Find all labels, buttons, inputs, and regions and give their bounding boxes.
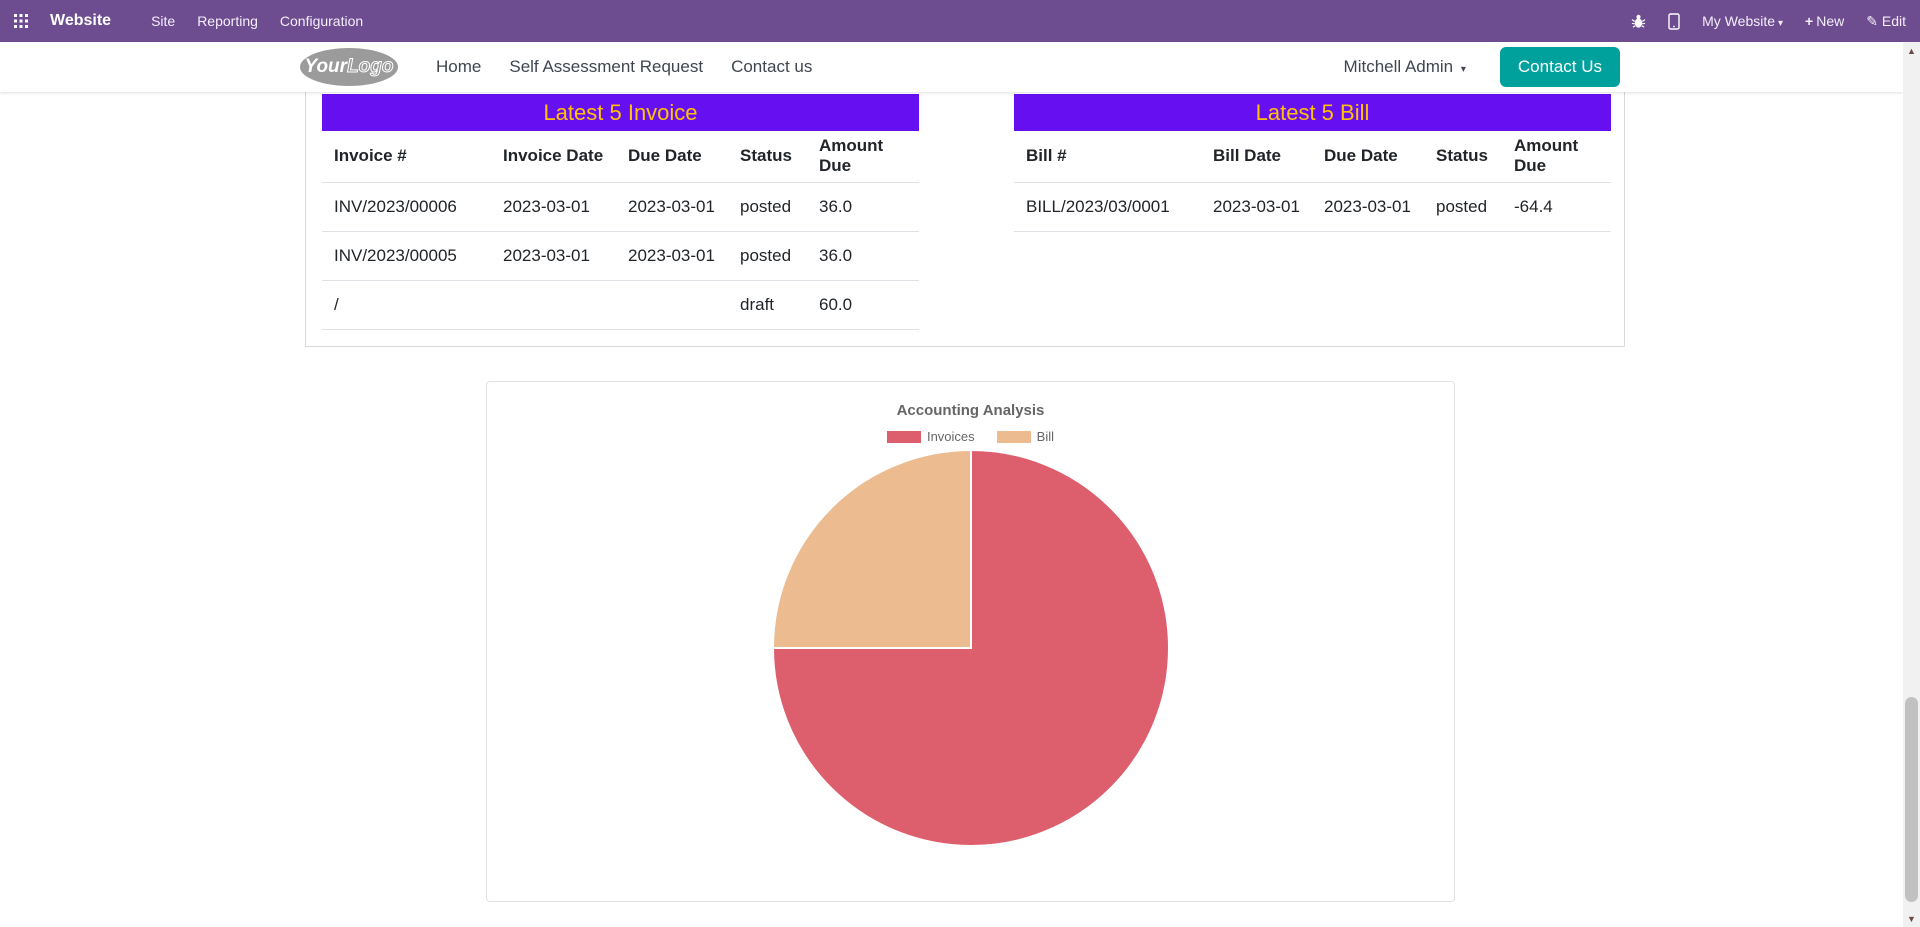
nav-home[interactable]: Home <box>436 57 482 76</box>
legend-item-bill[interactable]: Bill <box>996 429 1054 444</box>
table-cell: / <box>334 294 339 314</box>
latest-bill-table-section: Latest 5 Bill Bill # Bill Date Due Date Sta… <box>1014 94 1611 330</box>
invoice-table-title: Latest 5 Invoice <box>322 94 919 131</box>
column-header: Status <box>1436 146 1488 166</box>
menu-reporting[interactable]: Reporting <box>197 13 258 29</box>
table-cell: 2023-03-01 <box>1213 196 1300 216</box>
table-cell: 2023-03-01 <box>628 245 715 265</box>
accounting-analysis-card: Accounting Analysis Invoices Bill <box>486 381 1455 902</box>
scroll-down-arrow[interactable]: ▼ <box>1907 913 1916 924</box>
table-cell: -64.4 <box>1514 196 1553 216</box>
table-row: / draft 60.0 <box>322 280 919 329</box>
plus-icon: + <box>1805 13 1814 29</box>
bill-table-header-row: Bill # Bill Date Due Date Status Amount Due <box>1014 131 1611 182</box>
nav-contact-us[interactable]: Contact us <box>731 57 813 76</box>
contact-us-button[interactable]: Contact Us <box>1499 47 1620 87</box>
invoice-table-header-row: Invoice # Invoice Date Due Date Status Amoun… <box>322 131 919 182</box>
table-cell <box>491 280 616 329</box>
chart-title: Accounting Analysis <box>896 402 1045 419</box>
backend-topbar: Website Site Reporting Configuration My … <box>0 0 1920 42</box>
latest-records-card: Latest 5 Invoice Invoice # Invoice Date Du… <box>305 75 1625 347</box>
table-cell: 36.0 <box>819 245 853 265</box>
latest-invoice-table-section: Latest 5 Invoice Invoice # Invoice Date Du… <box>322 94 919 330</box>
menu-site[interactable]: Site <box>151 13 176 29</box>
new-button[interactable]: + New <box>1805 13 1845 29</box>
scrollbar-thumb[interactable] <box>1905 697 1918 902</box>
column-header: Status <box>740 146 792 166</box>
debug-bug-icon[interactable] <box>1631 14 1646 29</box>
pie-slice-bill[interactable] <box>771 448 972 649</box>
pencil-icon: ✎ <box>1866 12 1882 29</box>
chevron-down-icon: ▾ <box>1778 18 1784 29</box>
column-header: Bill # <box>1026 146 1067 166</box>
pie-slice-invoices[interactable] <box>771 448 1170 847</box>
website-header: Your Logo Home Self Assessment Request Co… <box>0 42 1903 92</box>
column-header: Bill Date <box>1213 146 1282 166</box>
column-header: Invoice # <box>334 146 407 166</box>
user-name: Mitchell Admin <box>1343 57 1454 76</box>
column-header: Due Date <box>1324 146 1398 166</box>
table-cell <box>616 280 728 329</box>
chart-legend: Invoices Bill <box>487 429 1454 444</box>
invoice-table: Invoice # Invoice Date Due Date Status Amoun… <box>322 131 919 330</box>
site-logo[interactable]: Your Logo <box>300 48 398 86</box>
table-cell: 60.0 <box>819 294 853 314</box>
table-cell: 2023-03-01 <box>503 245 590 265</box>
column-header: Invoice Date <box>503 146 604 166</box>
website-switcher-dropdown[interactable]: My Website ▾ <box>1702 13 1783 29</box>
logo-text-outline: Logo <box>347 56 394 78</box>
table-cell: posted <box>1436 196 1488 216</box>
site-nav: Home Self Assessment Request Contact us <box>436 57 812 77</box>
vertical-scrollbar[interactable]: ▲ ▼ <box>1903 42 1920 927</box>
table-row: INV/2023/00006 2023-03-01 2023-03-01 posted… <box>322 182 919 231</box>
nav-self-assessment-request[interactable]: Self Assessment Request <box>509 57 704 76</box>
table-cell: draft <box>740 294 775 314</box>
edit-button[interactable]: ✎ Edit <box>1866 12 1906 29</box>
bill-table-title: Latest 5 Bill <box>1014 94 1611 131</box>
table-row: BILL/2023/03/0001 2023-03-01 2023-03-01 pos… <box>1014 182 1611 231</box>
mobile-preview-icon[interactable] <box>1668 12 1680 30</box>
table-cell: INV/2023/00006 <box>334 196 457 216</box>
legend-item-invoices[interactable]: Invoices <box>886 429 975 444</box>
bill-table: Bill # Bill Date Due Date Status Amount Due … <box>1014 131 1611 232</box>
menu-configuration[interactable]: Configuration <box>279 13 364 29</box>
column-header: Due Date <box>628 146 702 166</box>
table-cell: 36.0 <box>819 196 853 216</box>
table-cell: 2023-03-01 <box>628 196 715 216</box>
column-header: Amount Due <box>819 136 884 176</box>
table-cell: BILL/2023/03/0001 <box>1026 196 1170 216</box>
apps-grid-icon[interactable] <box>14 14 28 28</box>
table-cell: 2023-03-01 <box>1324 196 1411 216</box>
user-menu-dropdown[interactable]: Mitchell Admin ▾ <box>1344 57 1466 77</box>
app-name[interactable]: Website <box>50 12 112 29</box>
table-row: INV/2023/00005 2023-03-01 2023-03-01 posted… <box>322 231 919 280</box>
website-switcher-label: My Website <box>1702 13 1776 29</box>
scroll-up-arrow[interactable]: ▲ <box>1907 45 1916 56</box>
legend-swatch <box>996 430 1031 443</box>
table-cell: 2023-03-01 <box>503 196 590 216</box>
pie-chart <box>771 448 1170 847</box>
table-cell: INV/2023/00005 <box>334 245 457 265</box>
table-cell: posted <box>740 245 792 265</box>
column-header: Amount Due <box>1514 136 1579 176</box>
chevron-down-icon: ▾ <box>1460 64 1466 75</box>
legend-swatch <box>886 430 921 443</box>
table-cell: posted <box>740 196 792 216</box>
logo-text-bold: Your <box>304 56 348 77</box>
